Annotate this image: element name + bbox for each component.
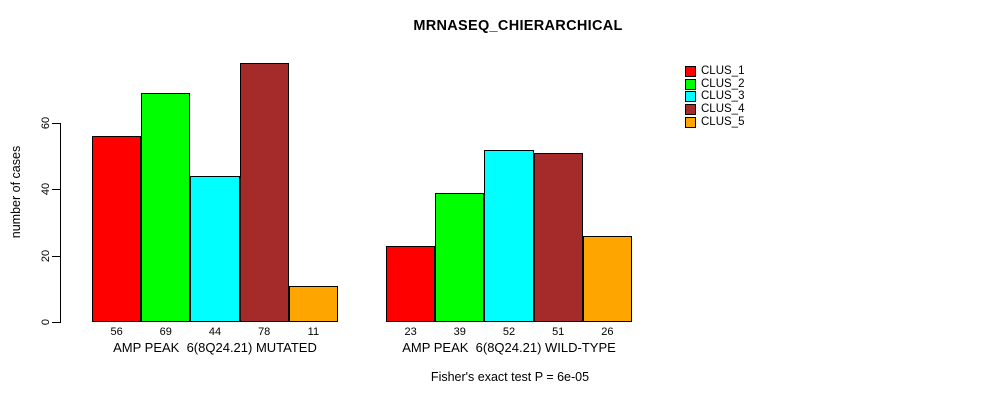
bar-clus_5 — [582, 235, 632, 322]
x-group-label: AMP PEAK 6(8Q24.21) WILD-TYPE — [402, 340, 616, 355]
legend-swatch-clus_3 — [685, 91, 696, 103]
bar-clus_3 — [484, 149, 534, 322]
bar-clus_1 — [386, 245, 436, 322]
y-axis-tick — [52, 122, 60, 124]
bar-clus_3 — [190, 176, 240, 322]
legend-label-clus_5: CLUS_5 — [701, 115, 745, 128]
legend-label-clus_4: CLUS_4 — [701, 102, 745, 115]
x-group-label: AMP PEAK 6(8Q24.21) MUTATED — [113, 340, 317, 355]
bar-clus_5 — [288, 285, 338, 322]
legend-swatch-clus_5 — [685, 116, 696, 128]
bar-clus_4 — [239, 63, 289, 322]
bar-value-label: 69 — [159, 326, 172, 338]
y-axis-tick-label: 20 — [40, 249, 52, 262]
legend-swatch-clus_4 — [685, 103, 696, 115]
bar-value-label: 23 — [404, 326, 417, 338]
y-axis-tick — [52, 255, 60, 257]
bar-value-label: 52 — [502, 326, 516, 338]
legend-label-clus_2: CLUS_2 — [701, 77, 745, 90]
y-axis-tick — [52, 322, 60, 323]
legend-label-clus_3: CLUS_3 — [701, 90, 745, 103]
bar-value-label: 11 — [307, 326, 320, 338]
y-axis-tick-label: 0 — [40, 318, 52, 326]
bar-value-label: 39 — [453, 326, 466, 338]
bar-clus_2 — [141, 93, 191, 322]
y-axis-tick-label: 60 — [40, 116, 52, 130]
y-axis-label: number of cases — [9, 145, 23, 239]
bar-value-label: 78 — [258, 326, 271, 338]
bar-clus_2 — [435, 192, 485, 322]
bar-clus_4 — [533, 152, 583, 322]
fisher-test-annotation: Fisher's exact test P = 6e-05 — [430, 370, 590, 384]
legend-swatch-clus_2 — [685, 78, 696, 90]
y-axis-tick-label: 40 — [40, 183, 52, 196]
y-axis-tick — [52, 189, 60, 191]
bar-value-label: 56 — [110, 326, 123, 338]
bar-value-label: 51 — [552, 326, 565, 338]
y-axis-line — [60, 122, 61, 323]
bar-value-label: 26 — [601, 326, 614, 338]
chart-title: MRNASEQ_CHIERARCHICAL — [413, 18, 623, 34]
bar-value-label: 44 — [208, 326, 222, 338]
legend-swatch-clus_1 — [685, 66, 696, 77]
legend-label-clus_1: CLUS_1 — [701, 65, 745, 77]
bar-clus_1 — [92, 136, 142, 322]
